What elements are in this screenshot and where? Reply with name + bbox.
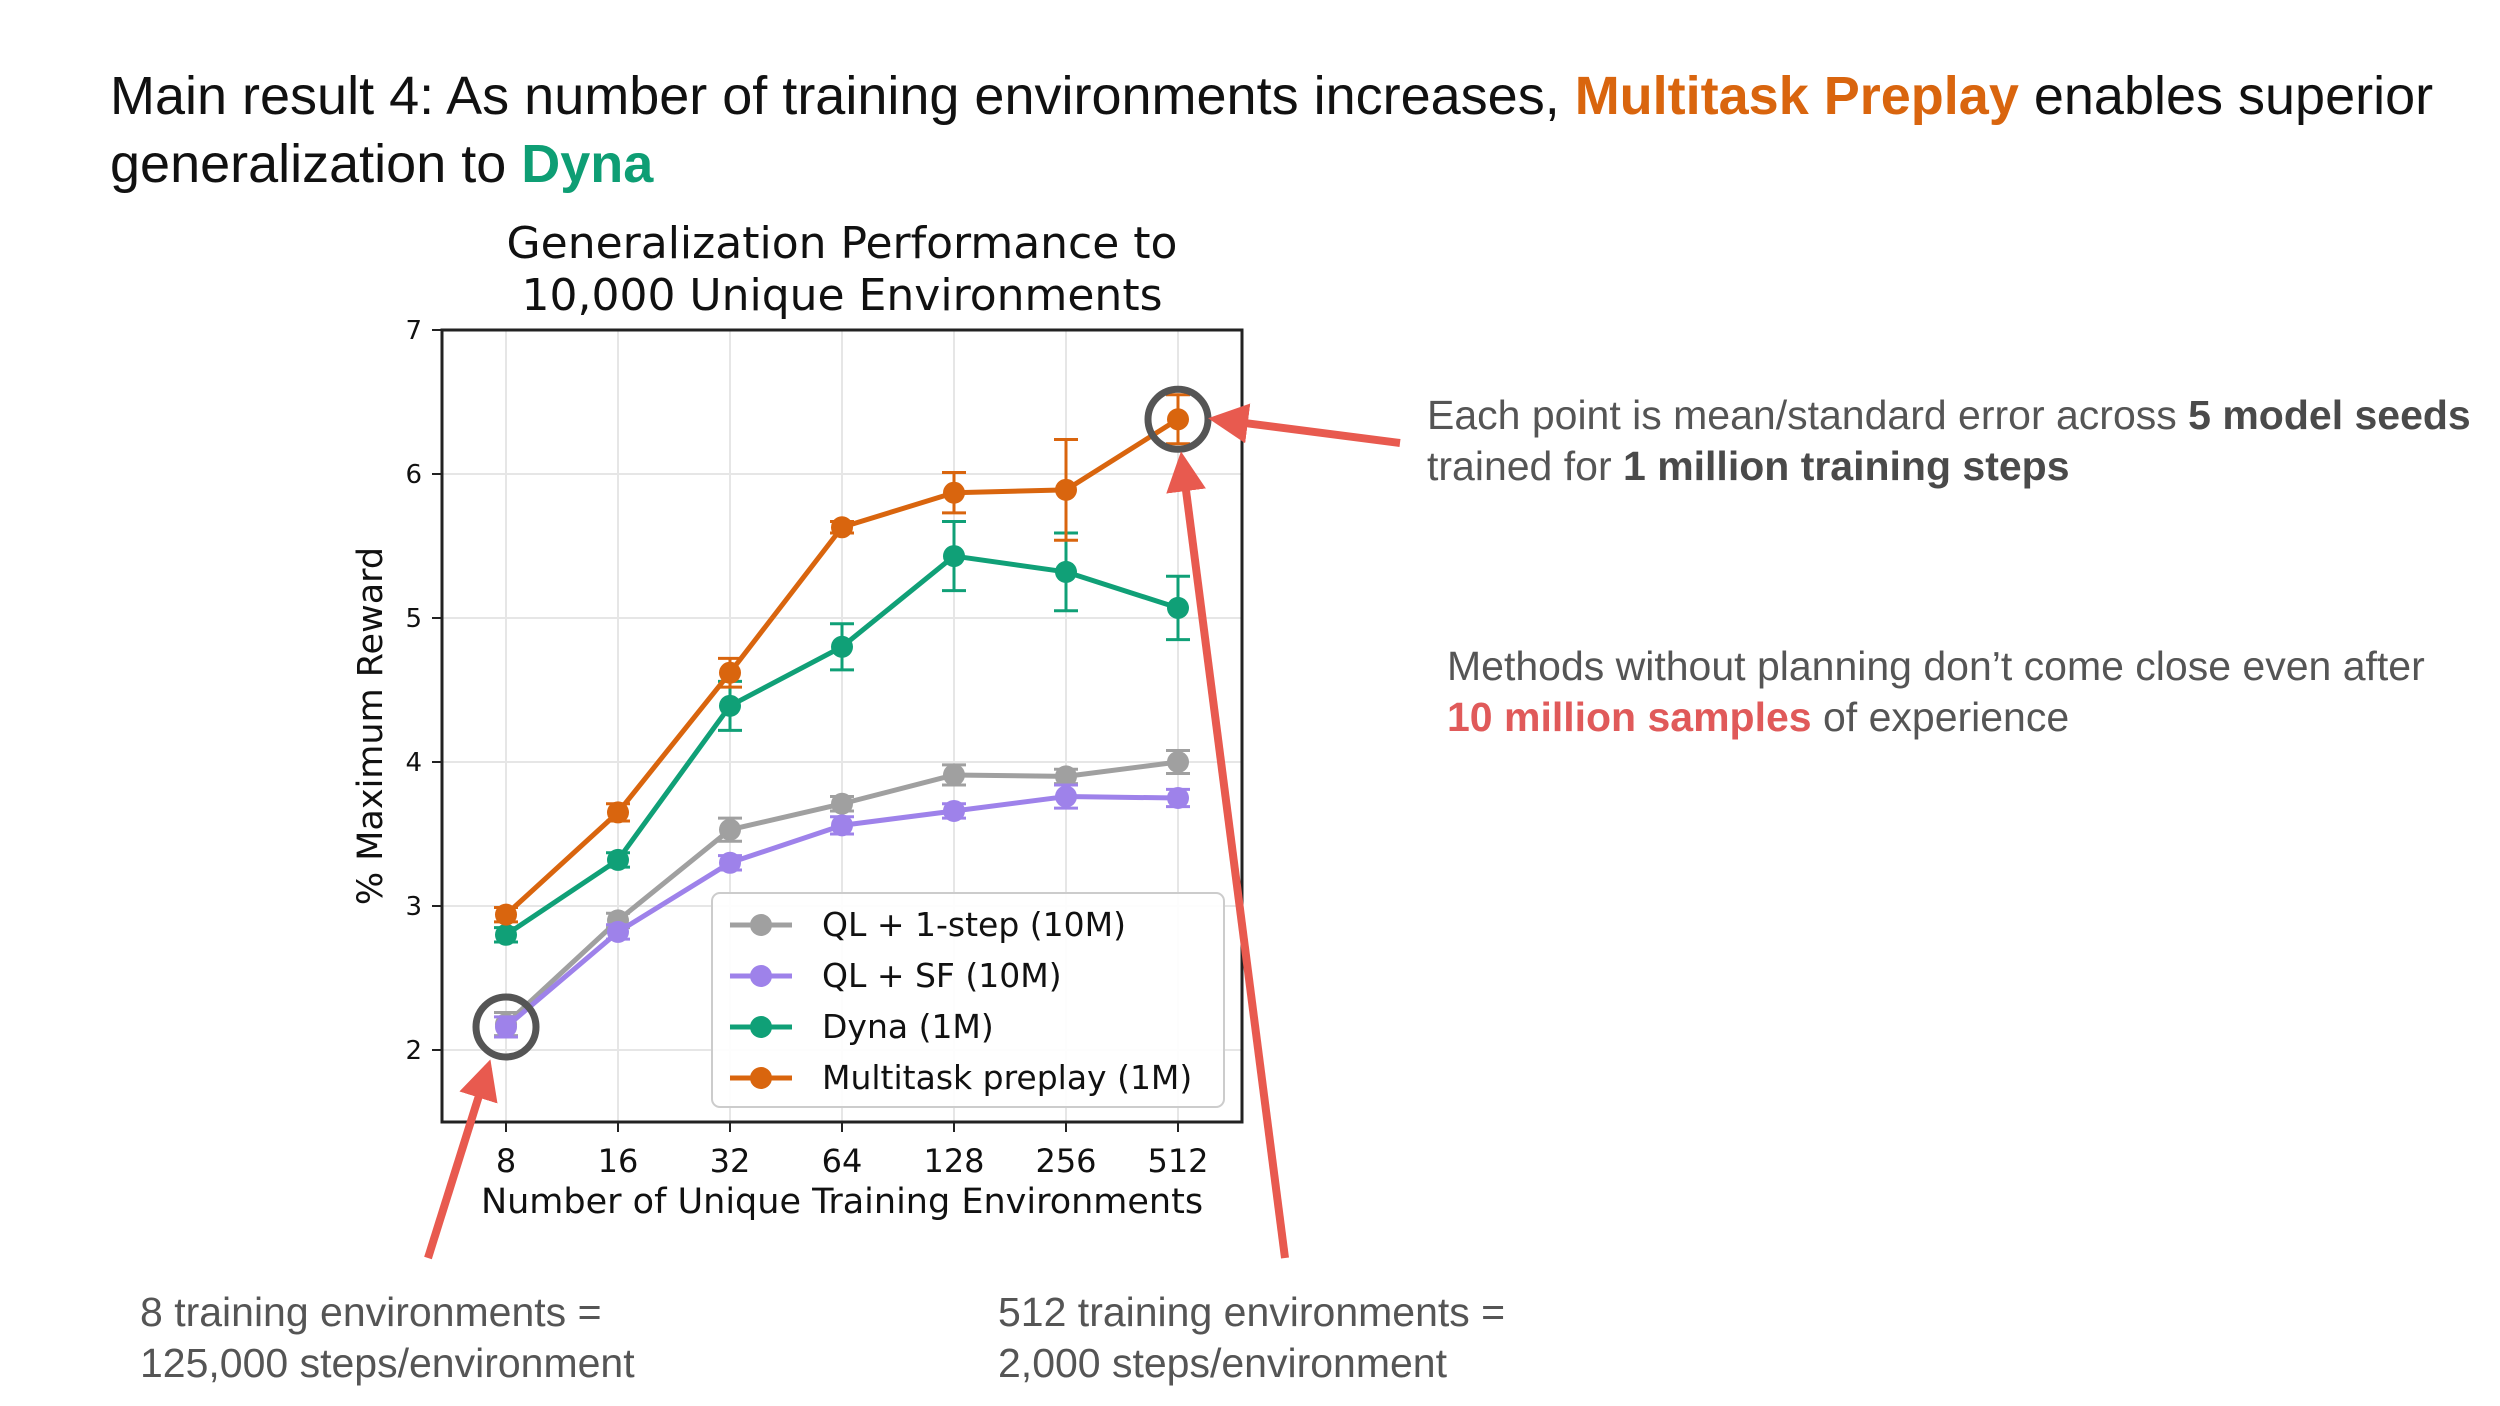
axes: 8 16 32 64 128 256 512 2 3 4 5 6 7 <box>405 316 1208 1180</box>
data-point <box>719 851 741 874</box>
headline: Main result 4: As number of training env… <box>110 62 2470 198</box>
x-tick-label: 8 <box>496 1142 516 1180</box>
note-planning: Methods without planning don’t come clos… <box>1447 641 2477 743</box>
note-env512-line2: 2,000 steps/environment <box>998 1340 1447 1386</box>
note-seeds-bold2: 1 million training steps <box>1623 443 2070 489</box>
x-tick-label: 512 <box>1147 1142 1208 1180</box>
data-point <box>1167 751 1189 773</box>
data-point <box>1167 787 1189 809</box>
data-point <box>607 801 629 824</box>
legend-entry-label: QL + 1-step (10M) <box>822 905 1126 944</box>
note-seeds: Each point is mean/standard error across… <box>1427 390 2487 492</box>
data-point <box>1167 408 1189 431</box>
x-tick-label: 64 <box>822 1142 863 1180</box>
data-point <box>495 923 517 946</box>
x-axis-label: Number of Unique Training Environments <box>481 1182 1203 1222</box>
x-tick-label: 128 <box>923 1142 984 1180</box>
y-axis-label: % Maximum Reward <box>351 547 391 905</box>
y-tick-label: 6 <box>405 460 422 490</box>
data-point <box>719 694 741 717</box>
data-point <box>943 763 965 786</box>
y-tick-label: 2 <box>405 1036 422 1066</box>
note-env8: 8 training environments = 125,000 steps/e… <box>140 1287 840 1389</box>
note-env8-line2: 125,000 steps/environment <box>140 1340 635 1386</box>
data-point <box>943 481 965 504</box>
x-tick-label: 32 <box>710 1142 751 1180</box>
data-point <box>831 635 853 658</box>
x-tick-label: 256 <box>1035 1142 1096 1180</box>
data-point <box>607 848 629 871</box>
highlight-circle-512 <box>1144 385 1212 453</box>
data-point <box>1055 785 1077 808</box>
legend-entry-label: Dyna (1M) <box>822 1007 994 1046</box>
legend-box <box>711 892 1225 1108</box>
data-point <box>719 661 741 684</box>
legend: QL + 1-step (10M) QL + SF (10M) Dyna (1M) M… <box>711 892 1225 1108</box>
arrow-to-512-from-below <box>1166 451 1289 1259</box>
data-point <box>831 792 853 815</box>
legend-swatch-marker <box>750 1067 772 1089</box>
data-point <box>1055 765 1077 788</box>
note-seeds-part2: trained for <box>1427 443 1623 489</box>
data-point <box>719 818 741 841</box>
headline-prefix: Main result 4: As number of training env… <box>110 66 1575 126</box>
note-env512: 512 training environments = 2,000 steps/e… <box>998 1287 1698 1389</box>
data-point <box>1167 596 1189 619</box>
y-tick-label: 3 <box>405 892 422 922</box>
note-planning-part1: Methods without planning don’t come clos… <box>1447 643 2425 689</box>
headline-highlight-preplay: Multitask Preplay <box>1574 66 2019 126</box>
data-point <box>495 903 517 926</box>
y-tick-label: 7 <box>405 316 422 346</box>
data-point <box>1055 478 1077 501</box>
headline-highlight-dyna: Dyna <box>521 134 654 194</box>
chart-title-line-1: Generalization Performance to <box>507 218 1178 269</box>
arrow-to-512-from-right <box>1208 403 1401 447</box>
note-planning-part2: of experience <box>1811 694 2070 740</box>
callout-arrows <box>424 403 1401 1260</box>
legend-entry-label: QL + SF (10M) <box>822 956 1062 995</box>
note-env8-line1: 8 training environments = <box>140 1289 602 1335</box>
annotations <box>472 385 1212 1061</box>
series-2 <box>494 520 1190 946</box>
series-layer <box>494 393 1190 1039</box>
chart-title-line-2: 10,000 Unique Environments <box>521 270 1162 321</box>
note-env512-line1: 512 training environments = <box>998 1289 1506 1335</box>
note-planning-red: 10 million samples <box>1447 694 1812 740</box>
data-point <box>495 1015 517 1038</box>
series-3 <box>494 393 1190 926</box>
note-seeds-part1: Each point is mean/standard error across <box>1427 392 2189 438</box>
x-tick-label: 16 <box>598 1142 639 1180</box>
data-point <box>943 545 965 568</box>
legend-swatch-marker <box>750 1016 772 1038</box>
series-1 <box>494 783 1190 1039</box>
y-tick-label: 4 <box>405 748 422 778</box>
data-point <box>831 814 853 837</box>
highlight-circle-8 <box>472 993 540 1061</box>
legend-swatch-marker <box>750 914 772 936</box>
data-point <box>943 799 965 822</box>
data-point <box>831 516 853 539</box>
note-seeds-bold1: 5 model seeds <box>2188 392 2471 438</box>
data-point <box>1055 560 1077 583</box>
data-point <box>607 920 629 943</box>
headline-middle: enables superior generalization to <box>110 66 2434 194</box>
arrow-to-8 <box>424 1059 498 1260</box>
legend-entry-label: Multitask preplay (1M) <box>822 1058 1192 1097</box>
y-tick-label: 5 <box>405 604 422 634</box>
legend-swatch-marker <box>750 965 772 987</box>
